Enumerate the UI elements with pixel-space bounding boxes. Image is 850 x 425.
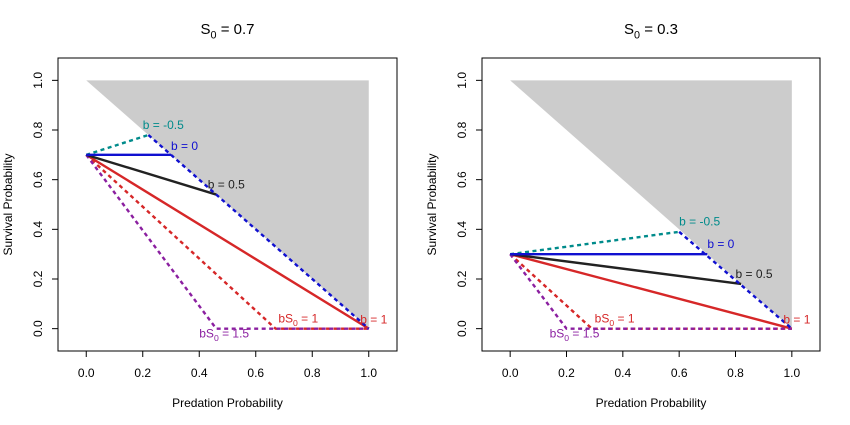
annotation-label: b = -0.5 <box>679 215 720 229</box>
annotation-label: bS0 = 1 <box>278 311 318 328</box>
x-tick-label: 0.4 <box>614 366 631 380</box>
x-tick-label: 0.4 <box>191 366 208 380</box>
annotation-label: b = -0.5 <box>143 118 184 132</box>
y-tick-label: 0.0 <box>31 320 45 337</box>
x-tick-label: 1.0 <box>360 366 377 380</box>
y-tick-label: 1.0 <box>455 72 469 89</box>
y-tick-label: 0.8 <box>455 121 469 138</box>
annotation-label: b = 0 <box>707 237 734 251</box>
x-axis-label: Predation Probability <box>596 396 707 410</box>
chart-panel-2: 0.0 0.2 0.4 0.6 0.8 1.0 0.0 0.2 0.4 0.6 0.8 1.0 Pred… <box>425 21 821 410</box>
series-line-3 <box>85 154 369 330</box>
annotation-label: bS0 = 1 <box>595 311 635 328</box>
y-axis-label: Survival Probability <box>1 153 15 255</box>
annotation-label: b = 0.5 <box>736 267 773 281</box>
y-tick-label: 1.0 <box>31 72 45 89</box>
x-tick-label: 0.0 <box>502 366 519 380</box>
plot-frame <box>57 57 398 352</box>
x-tick-label: 0.8 <box>304 366 321 380</box>
series-line-5 <box>85 133 149 156</box>
annotation-label: b = 1 <box>783 313 810 327</box>
annotation-label: b = 1 <box>360 313 387 327</box>
series-line-4 <box>510 252 742 286</box>
x-axis-label: Predation Probability <box>172 396 283 410</box>
y-tick-label: 0.4 <box>455 221 469 238</box>
y-axis-label: Survival Probability <box>425 153 439 255</box>
y-tick-label: 0.6 <box>455 171 469 188</box>
shaded-region <box>510 80 792 329</box>
y-tick-label: 0.8 <box>31 121 45 138</box>
y-tick-label: 0.4 <box>31 221 45 238</box>
x-tick-label: 0.6 <box>247 366 264 380</box>
series-line-2 <box>85 153 369 330</box>
annotation-label: bS0 = 1.5 <box>550 326 600 343</box>
chart-panel-1: 0.0 0.2 0.4 0.6 0.8 1.0 0.0 0.2 0.4 0.6 0.8 1.0 Pred… <box>1 21 398 410</box>
series-line-4 <box>85 153 217 196</box>
series-line-7 <box>678 230 793 330</box>
chart-title: S0 = 0.3 <box>624 21 678 42</box>
x-tick-label: 0.0 <box>78 366 95 380</box>
series-line-3 <box>509 253 792 330</box>
annotation-label: b = 0 <box>171 139 198 153</box>
x-tick-label: 0.6 <box>671 366 688 380</box>
plot-frame <box>481 57 821 352</box>
series-line-1 <box>509 253 793 330</box>
y-tick-label: 0.6 <box>31 171 45 188</box>
series-line-2 <box>509 253 792 330</box>
chart-title: S0 = 0.7 <box>201 21 255 42</box>
series-line-1 <box>85 153 370 330</box>
y-tick-label: 0.2 <box>31 270 45 287</box>
annotation-label: b = 0.5 <box>208 177 245 191</box>
x-tick-label: 0.2 <box>558 366 575 380</box>
x-tick-label: 0.8 <box>727 366 744 380</box>
y-tick-label: 0.0 <box>455 320 469 337</box>
annotation-label: bS0 = 1.5 <box>199 326 249 343</box>
series-line-7 <box>147 134 370 330</box>
x-tick-label: 1.0 <box>783 366 800 380</box>
y-tick-label: 0.2 <box>455 270 469 287</box>
series-line-5 <box>510 230 680 256</box>
x-tick-label: 0.2 <box>134 366 151 380</box>
